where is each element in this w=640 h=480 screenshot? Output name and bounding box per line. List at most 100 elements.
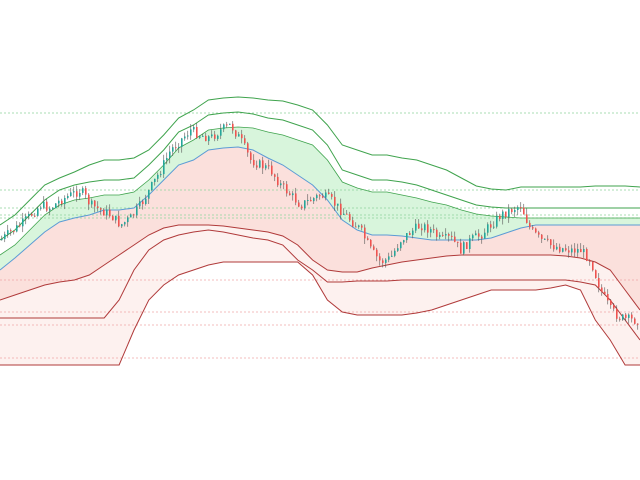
candle-body xyxy=(130,214,132,218)
candle-body xyxy=(271,165,273,175)
candle-body xyxy=(574,248,576,253)
candle-body xyxy=(607,294,609,301)
candle-body xyxy=(535,228,537,233)
candle-body xyxy=(319,195,321,197)
candle-body xyxy=(619,318,621,320)
candle-body xyxy=(112,216,114,221)
candle-body xyxy=(181,138,183,147)
candle-body xyxy=(523,207,525,215)
candle-body xyxy=(379,256,381,261)
candle-body xyxy=(148,190,150,199)
candle-body xyxy=(580,249,582,253)
green-zone-fill xyxy=(0,127,640,270)
candle-body xyxy=(361,225,363,228)
candle-body xyxy=(595,270,597,278)
candle-body xyxy=(64,198,66,205)
candle-body xyxy=(421,228,423,231)
candle-body xyxy=(499,215,501,219)
candle-body xyxy=(208,136,210,142)
candle-body xyxy=(169,151,171,158)
candle-body xyxy=(631,314,633,319)
band-lines xyxy=(0,96,640,366)
candle-body xyxy=(25,216,27,219)
candle-body xyxy=(262,160,264,169)
candle-body xyxy=(268,165,270,167)
candle-body xyxy=(586,249,588,261)
candle-body xyxy=(118,215,120,227)
candle-body xyxy=(19,225,21,227)
candle-body xyxy=(100,208,102,210)
candle-body xyxy=(592,261,594,271)
candle-body xyxy=(88,194,90,205)
candle-body xyxy=(616,308,618,319)
candle-body xyxy=(82,188,84,193)
candle-body xyxy=(187,135,189,137)
candle-body xyxy=(508,209,510,217)
candle-body xyxy=(541,234,543,239)
candle-body xyxy=(322,196,324,198)
candle-body xyxy=(184,136,186,139)
candle-body xyxy=(298,202,300,207)
candle-body xyxy=(397,248,399,251)
candle-body xyxy=(340,203,342,215)
candle-body xyxy=(55,203,57,208)
candle-body xyxy=(250,152,252,160)
candle-body xyxy=(313,198,315,202)
candle-body xyxy=(610,300,612,305)
candle-body xyxy=(343,213,345,215)
candle-body xyxy=(85,188,87,195)
candle-body xyxy=(418,223,420,229)
candle-body xyxy=(136,206,138,216)
lower-middle-band xyxy=(0,229,640,341)
candle-body xyxy=(202,135,204,137)
candle-body xyxy=(34,215,36,217)
candle-body xyxy=(31,213,33,216)
candle-body xyxy=(394,250,396,256)
candle-body xyxy=(427,224,429,233)
candle-body xyxy=(373,246,375,250)
candle-body xyxy=(532,227,534,229)
candle-body xyxy=(472,235,474,239)
candle-body xyxy=(151,182,153,190)
candle-body xyxy=(445,234,447,236)
candle-body xyxy=(406,233,408,241)
candle-body xyxy=(301,206,303,209)
candle-body xyxy=(166,158,168,161)
candle-body xyxy=(403,240,405,243)
candle-body xyxy=(76,191,78,197)
candle-body xyxy=(466,242,468,249)
candle-body xyxy=(127,217,129,223)
candle-body xyxy=(175,147,177,149)
candle-body xyxy=(304,200,306,209)
candle-body xyxy=(22,218,24,227)
candle-body xyxy=(121,224,123,227)
candle-body xyxy=(172,147,174,152)
candle-body xyxy=(493,226,495,228)
candle-body xyxy=(97,206,99,209)
candle-body xyxy=(46,201,48,211)
candle-body xyxy=(457,241,459,243)
candle-body xyxy=(490,224,492,228)
candle-body xyxy=(94,200,96,207)
candle-body xyxy=(514,210,516,213)
candle-body xyxy=(223,124,225,130)
candle-body xyxy=(229,123,231,125)
candle-body xyxy=(637,323,639,325)
candle-body xyxy=(463,242,465,254)
candle-body xyxy=(613,305,615,309)
candle-body xyxy=(628,314,630,318)
candle-body xyxy=(589,260,591,262)
candle-body xyxy=(544,238,546,240)
candle-body xyxy=(244,138,246,144)
candle-body xyxy=(355,226,357,228)
candle-body xyxy=(337,203,339,206)
candle-body xyxy=(526,214,528,223)
candle-body xyxy=(7,230,9,235)
candle-body xyxy=(478,233,480,237)
candle-body xyxy=(247,143,249,153)
candle-body xyxy=(67,196,69,198)
candle-body xyxy=(10,230,12,232)
candle-body xyxy=(511,209,513,213)
candle-body xyxy=(142,201,144,204)
candle-body xyxy=(562,248,564,252)
